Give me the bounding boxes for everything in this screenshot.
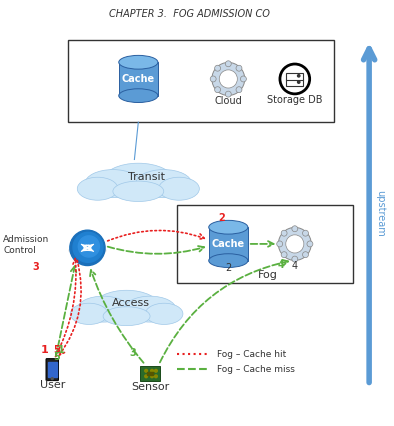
Circle shape bbox=[145, 370, 147, 372]
Text: Access: Access bbox=[112, 297, 149, 307]
Circle shape bbox=[281, 252, 287, 258]
Ellipse shape bbox=[77, 178, 118, 201]
Circle shape bbox=[281, 231, 287, 236]
Circle shape bbox=[280, 65, 310, 95]
Circle shape bbox=[303, 252, 309, 258]
Text: 1: 1 bbox=[41, 344, 48, 354]
Text: Transit: Transit bbox=[128, 172, 165, 181]
Ellipse shape bbox=[136, 170, 192, 198]
Text: CHAPTER 3.  FOG ADMISSION CO: CHAPTER 3. FOG ADMISSION CO bbox=[109, 9, 269, 19]
Ellipse shape bbox=[119, 89, 158, 103]
Circle shape bbox=[210, 77, 216, 83]
Circle shape bbox=[307, 242, 313, 248]
Circle shape bbox=[51, 378, 53, 380]
FancyBboxPatch shape bbox=[46, 359, 58, 381]
Bar bbox=[48, 362, 57, 377]
Circle shape bbox=[154, 370, 157, 372]
Circle shape bbox=[215, 87, 221, 93]
Ellipse shape bbox=[209, 254, 248, 268]
Text: Fog – Cache hit: Fog – Cache hit bbox=[217, 350, 286, 359]
Ellipse shape bbox=[145, 303, 183, 325]
Circle shape bbox=[145, 375, 147, 378]
Text: 2: 2 bbox=[219, 213, 225, 223]
Ellipse shape bbox=[70, 303, 108, 325]
Bar bbox=[177, 205, 353, 284]
Ellipse shape bbox=[85, 170, 141, 198]
Text: Cache: Cache bbox=[212, 239, 245, 248]
Circle shape bbox=[219, 71, 237, 89]
Bar bbox=[119, 63, 158, 96]
Circle shape bbox=[212, 63, 245, 96]
Text: 4: 4 bbox=[277, 259, 284, 269]
Text: Sensor: Sensor bbox=[131, 381, 169, 391]
Circle shape bbox=[292, 226, 298, 232]
Circle shape bbox=[277, 242, 282, 248]
Circle shape bbox=[215, 66, 221, 72]
Circle shape bbox=[297, 75, 300, 78]
Ellipse shape bbox=[124, 296, 176, 322]
Circle shape bbox=[78, 236, 99, 257]
Bar bbox=[286, 74, 303, 81]
Text: User: User bbox=[39, 380, 65, 389]
Circle shape bbox=[303, 231, 309, 236]
Text: 4: 4 bbox=[292, 261, 298, 271]
Text: Fog: Fog bbox=[258, 270, 277, 279]
Circle shape bbox=[225, 62, 231, 68]
Text: 5: 5 bbox=[53, 344, 60, 354]
Text: Admission
Control: Admission Control bbox=[3, 235, 50, 254]
Circle shape bbox=[240, 77, 246, 83]
Circle shape bbox=[151, 375, 153, 378]
Ellipse shape bbox=[103, 164, 174, 199]
Circle shape bbox=[236, 87, 242, 93]
Text: 5: 5 bbox=[53, 351, 60, 361]
Circle shape bbox=[151, 370, 153, 372]
Circle shape bbox=[73, 233, 103, 263]
Text: Cloud: Cloud bbox=[214, 95, 242, 105]
Bar bbox=[68, 40, 334, 123]
Text: 1: 1 bbox=[58, 344, 65, 354]
Circle shape bbox=[292, 256, 298, 262]
Circle shape bbox=[297, 82, 300, 84]
Ellipse shape bbox=[209, 221, 248, 235]
Ellipse shape bbox=[119, 56, 158, 70]
Bar bbox=[286, 80, 303, 87]
Circle shape bbox=[154, 375, 157, 378]
Circle shape bbox=[279, 228, 311, 261]
Text: Storage DB: Storage DB bbox=[267, 95, 323, 104]
Ellipse shape bbox=[94, 291, 160, 323]
Text: 3: 3 bbox=[130, 347, 136, 357]
Ellipse shape bbox=[159, 178, 199, 201]
Text: 2: 2 bbox=[225, 262, 231, 273]
Ellipse shape bbox=[103, 307, 150, 326]
Ellipse shape bbox=[113, 181, 164, 202]
Ellipse shape bbox=[69, 247, 106, 255]
Text: Fog – Cache miss: Fog – Cache miss bbox=[217, 365, 294, 374]
Ellipse shape bbox=[77, 296, 129, 322]
Circle shape bbox=[225, 92, 231, 98]
Bar bbox=[209, 227, 248, 261]
Circle shape bbox=[70, 230, 105, 266]
Bar bbox=[147, 372, 153, 375]
Circle shape bbox=[286, 235, 304, 253]
Circle shape bbox=[236, 66, 242, 72]
Text: Cache: Cache bbox=[122, 74, 155, 84]
Text: 3: 3 bbox=[32, 262, 39, 272]
Bar bbox=[140, 366, 160, 382]
Text: upstream: upstream bbox=[375, 190, 385, 236]
